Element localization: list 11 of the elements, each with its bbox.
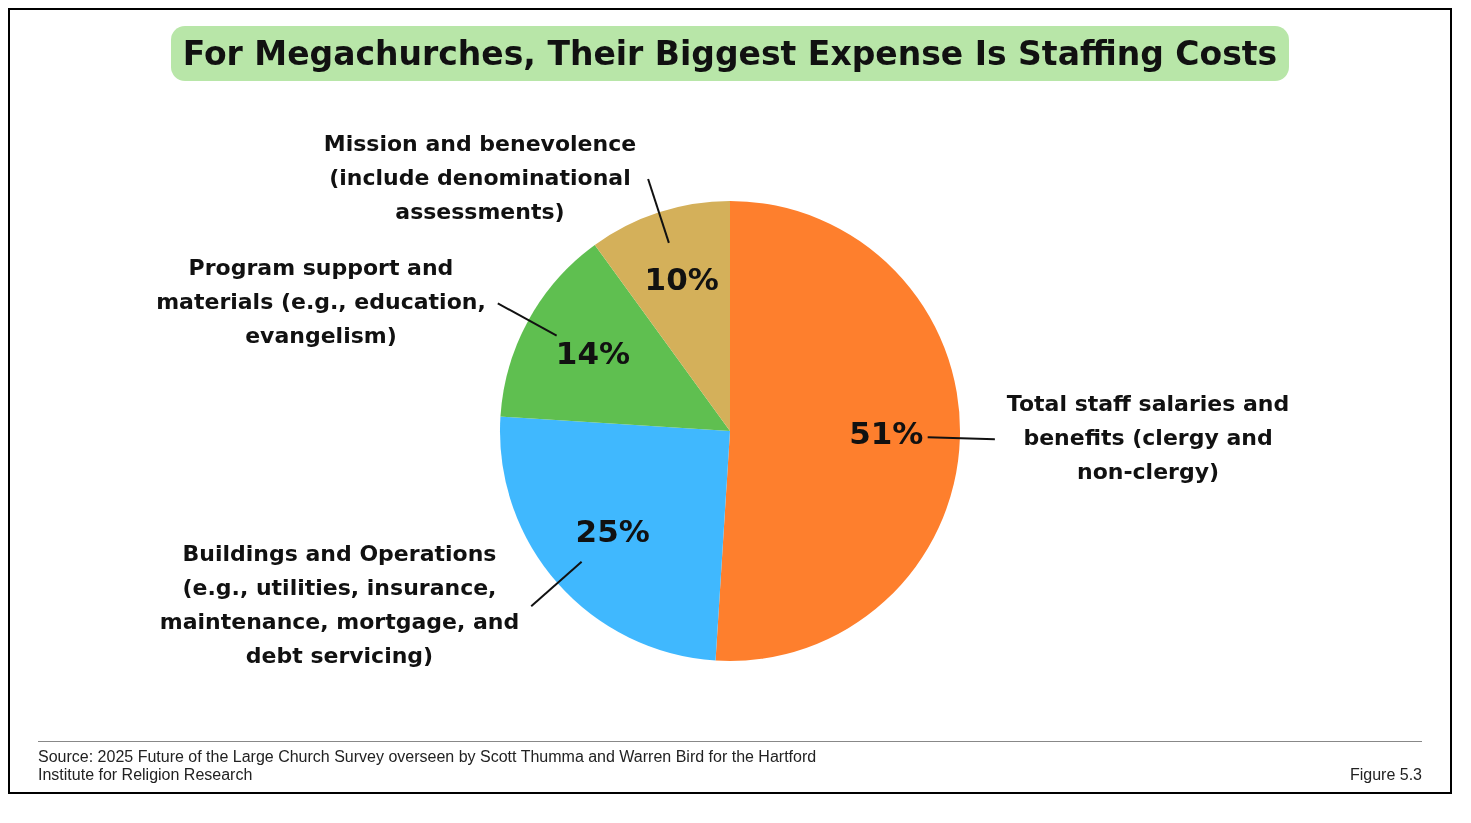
data-label: 25% <box>575 513 650 550</box>
data-label: 51% <box>849 414 924 451</box>
slice-label: Buildings and Operations (e.g., utilities, insurance, maintenance, mortgage, and debt servicing) <box>159 540 520 668</box>
data-label: 10% <box>644 261 719 298</box>
slice-label: Total staff salaries and benefits (clergy and non-clergy) <box>1006 391 1290 485</box>
source-note: Source: 2025 Future of the Large Church Survey overseen by Scott Thumma and Warren Bird for the Hartford Institute for Religion Research <box>38 748 818 784</box>
caption: Figure 5.3 <box>1349 766 1422 784</box>
chart-title: For Megachurches, Their Biggest Expense Is Staffing Costs <box>170 26 1290 81</box>
slice-label: Mission and benevolence (include denominational assessments) <box>323 130 637 224</box>
data-label: 14% <box>555 334 631 371</box>
slice-label: Program support and materials (e.g., education, evangelism) <box>156 255 486 349</box>
